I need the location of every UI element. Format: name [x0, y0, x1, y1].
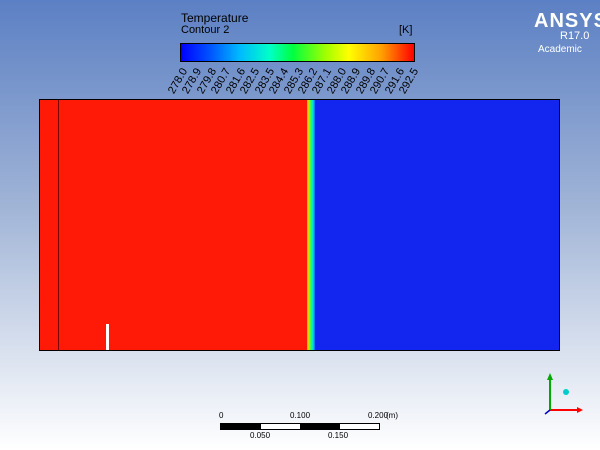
temperature-front — [307, 100, 315, 350]
legend-title: Temperature — [181, 11, 249, 25]
ansys-version: R17.0 — [560, 30, 590, 42]
y-axis-arrow-icon — [547, 373, 553, 380]
legend-tick-labels: 278.0 278.9 279.8 280.7 281.6 282.5 283.5 284.4… — [0, 0, 600, 100]
contour-plot-domain[interactable] — [39, 99, 560, 351]
ansys-edition: Academic — [538, 44, 582, 55]
legend-subtitle: Contour 2 — [181, 24, 230, 36]
scale-segment — [221, 424, 261, 429]
ansys-logo: ANSYS — [534, 10, 600, 32]
scale-label-0: 0 — [219, 411, 224, 420]
scale-label-0.100: 0.100 — [290, 411, 311, 420]
scale-bar — [220, 423, 380, 430]
scale-label-0.050: 0.050 — [250, 431, 271, 440]
scale-label-0.200: 0.200 — [368, 411, 389, 420]
legend-unit: [K] — [399, 24, 413, 36]
x-axis-arrow-icon — [577, 407, 583, 413]
z-axis-dot-icon — [563, 389, 569, 395]
color-legend-bar — [180, 43, 415, 62]
z-axis-icon — [544, 409, 551, 415]
probe-element — [106, 324, 109, 350]
scale-unit: (m) — [386, 411, 398, 420]
hot-region — [40, 100, 307, 350]
inner-boundary-line — [58, 100, 59, 350]
scale-segment — [300, 424, 340, 429]
axis-triad-icon[interactable] — [535, 370, 585, 420]
scale-label-0.150: 0.150 — [328, 431, 349, 440]
